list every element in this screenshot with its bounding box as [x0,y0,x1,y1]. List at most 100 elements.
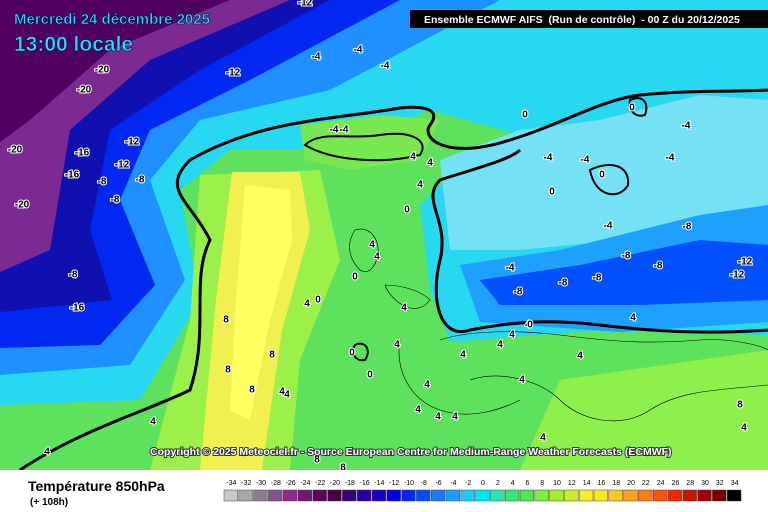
legend-swatch [667,489,683,502]
legend-swatch [445,489,461,502]
legend-label: 32 [716,480,724,487]
legend-swatch [297,489,313,502]
legend-swatch [253,489,268,502]
contour-label: -12 [226,68,241,79]
contour-label: -12 [115,160,130,171]
legend-label: 24 [657,480,665,487]
contour-label: -20 [15,200,30,211]
contour-label: 4 [460,350,466,361]
contour-label: 4 [525,320,531,331]
legend-label: 28 [686,480,694,487]
contour-label: -12 [730,270,745,281]
legend-label: 18 [612,480,620,487]
legend-swatch [490,489,505,502]
legend-label: -34 [226,480,236,487]
temp-zone [480,240,768,305]
legend-label: 6 [525,480,529,487]
legend-swatch [578,489,594,502]
legend-swatch [386,489,401,502]
contour-label: 0 [629,103,635,114]
legend-swatch [416,489,431,502]
coastline [349,228,768,422]
contour-label: -12 [125,137,140,148]
temp-zone [440,95,768,250]
temp-zone [230,185,292,420]
contour-label: 4 [540,433,546,444]
legend-label: 22 [642,480,650,487]
legend-swatch [638,489,653,502]
copyright: Copyright © 2025 Meteociel.fr - Source E… [150,446,672,458]
legend-label: 34 [731,480,739,487]
contour-label: 4 [519,375,525,386]
legend-swatch [593,489,609,502]
legend-swatch [268,489,283,502]
contour-line [431,148,768,334]
contour-label: -4 [330,125,339,136]
legend-swatch [282,489,298,502]
legend-swatch [623,489,638,502]
contour-label: 8 [223,315,229,326]
contour-label: 4 [284,390,290,401]
legend-swatch [504,489,520,502]
legend-label: 12 [568,480,576,487]
legend-label: -28 [271,480,281,487]
contour-label: 4 [630,313,636,324]
contour-label: -4 [581,155,590,166]
legend-label: -6 [435,480,441,487]
contour-label: -16 [65,170,80,181]
contour-label: 4 [304,299,310,310]
contour-label: -4 [381,61,390,72]
contour-label: 4 [435,412,441,423]
contour-label: 4 [401,303,407,314]
legend-swatch [726,489,742,502]
legend-label: -22 [315,480,325,487]
legend-swatch [564,489,579,502]
contour-label: -12 [298,0,313,9]
contour-label: -16 [70,303,85,314]
contour-line [303,132,424,162]
contour-label: 4 [415,405,421,416]
contour-label: -4 [682,121,691,132]
time-title: 13:00 locale [14,33,133,56]
legend-swatch [238,489,253,502]
contour-label: 4 [452,412,458,423]
contour-label: -8 [111,195,120,206]
legend-label: 16 [598,480,606,487]
legend-label: 20 [627,480,635,487]
contour-label: 8 [314,455,320,466]
contour-label: 4 [427,158,433,169]
legend-label: -4 [450,480,456,487]
contour-line [352,97,648,362]
contour-label: -8 [559,278,568,289]
contour-label: -8 [69,270,78,281]
temp-zone [520,350,768,470]
legend-label: -8 [421,480,427,487]
legend-swatch [342,489,357,502]
contour-label: 0 [315,295,321,306]
contour-label: -20 [95,65,110,76]
run-box [410,10,768,28]
legend-label: -2 [465,480,471,487]
legend-swatch [534,489,549,502]
contour-label: 8 [249,385,255,396]
temp-zone [0,0,230,142]
legend-label: 26 [672,480,680,487]
color-legend: -34 -32 -30 -28 -26 -24 -22 -20 -18 -16 -14 -12 -10-… [223,480,742,502]
legend-swatch [460,489,475,502]
contour-label: 4 [44,447,50,458]
map: -12-12-4-4-4-20-20-20-20-16-16-12-12-8 -8… [0,0,768,475]
contour-labels: -12-12-4-4-4-20-20-20-20-16-16-12-12-8 -8… [7,0,754,475]
contour-label: 0 [599,170,605,181]
legend-swatch [549,489,564,502]
legend-label: 30 [701,480,709,487]
legend-label: -10 [404,480,414,487]
legend-swatch [327,489,342,502]
legend-label: -20 [330,480,340,487]
contour-label: 0 [349,348,355,359]
contour-label: 0 [527,320,533,331]
legend-label: -14 [374,480,384,487]
legend-label: -26 [286,480,296,487]
contour-line [19,88,768,472]
contour-label: 0 [404,205,410,216]
legend-swatch [430,489,446,502]
